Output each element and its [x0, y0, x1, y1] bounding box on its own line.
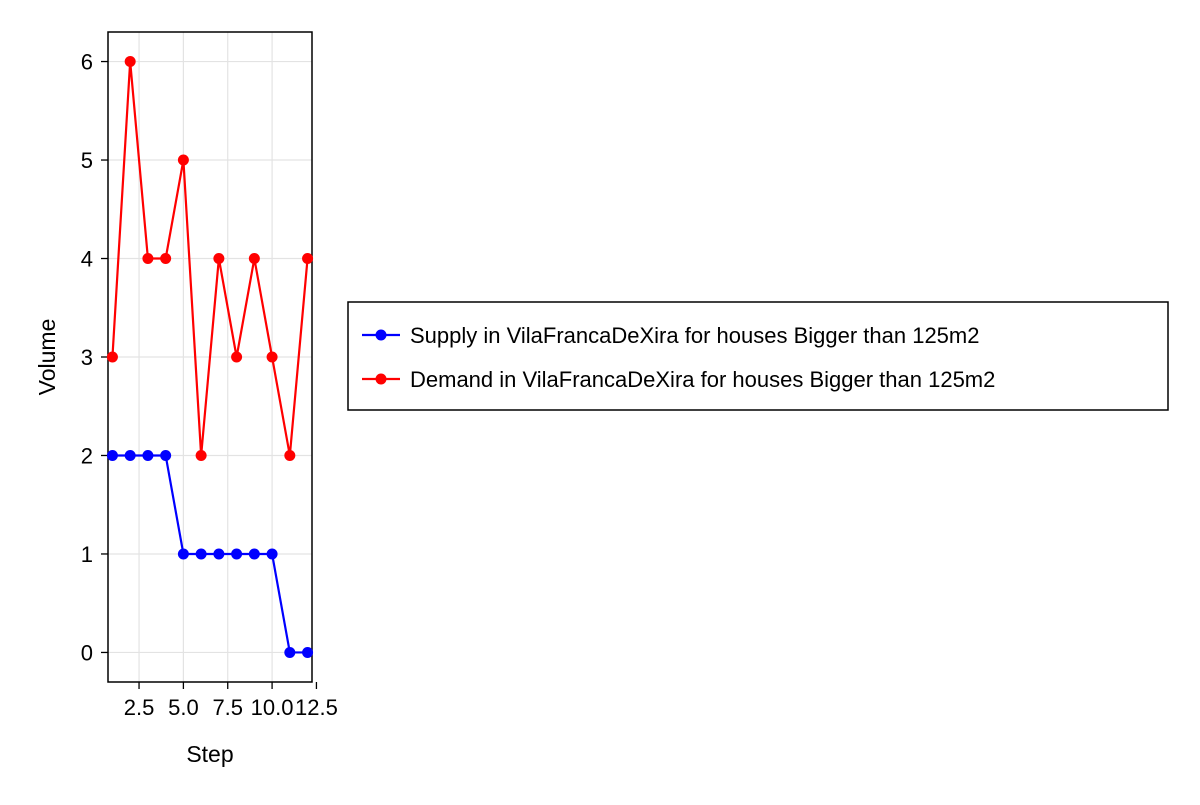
data-point	[213, 253, 225, 265]
legend-label: Demand in VilaFrancaDeXira for houses Bi…	[410, 367, 995, 392]
x-tick-label: 2.5	[124, 695, 155, 720]
legend-label: Supply in VilaFrancaDeXira for houses Bi…	[410, 323, 979, 348]
data-point	[213, 548, 225, 560]
data-point	[160, 449, 172, 461]
data-point	[177, 548, 189, 560]
data-point	[177, 154, 189, 166]
y-tick-label: 0	[81, 640, 93, 665]
data-point	[195, 449, 207, 461]
axes: 2.5 5.0 7.5 10.0 12.5 0 1 2 3 4 5 6	[81, 50, 338, 720]
series-demand	[106, 56, 314, 461]
y-tick-label: 1	[81, 542, 93, 567]
series-line	[111, 60, 309, 457]
legend-item: Demand in VilaFrancaDeXira for houses Bi…	[362, 367, 995, 392]
data-point	[284, 449, 296, 461]
data-point	[266, 351, 278, 363]
data-point	[248, 548, 260, 560]
data-point	[142, 449, 154, 461]
data-point	[106, 449, 118, 461]
data-point	[106, 351, 118, 363]
x-tick-label: 12.5	[295, 695, 338, 720]
series-layer	[106, 56, 314, 658]
data-point	[142, 253, 154, 265]
data-point	[248, 253, 260, 265]
data-point	[124, 449, 136, 461]
y-tick-label: 2	[81, 443, 93, 468]
data-point	[302, 253, 314, 265]
y-tick-label: 4	[81, 247, 93, 272]
legend-box	[347, 301, 1169, 411]
legend-swatch-marker	[375, 373, 387, 385]
legend: Supply in VilaFrancaDeXira for houses Bi…	[347, 301, 1169, 411]
y-tick-label: 3	[81, 345, 93, 370]
data-point	[231, 351, 243, 363]
legend-item: Supply in VilaFrancaDeXira for houses Bi…	[362, 323, 979, 348]
x-tick-label: 5.0	[168, 695, 199, 720]
data-point	[160, 253, 172, 265]
data-point	[195, 548, 207, 560]
x-axis-title: Step	[186, 741, 233, 767]
y-tick-label: 6	[81, 50, 93, 75]
data-point	[231, 548, 243, 560]
data-point	[284, 646, 296, 658]
legend-items: Supply in VilaFrancaDeXira for houses Bi…	[362, 323, 995, 392]
y-tick-label: 5	[81, 148, 93, 173]
x-tick-label: 7.5	[212, 695, 243, 720]
data-point	[124, 56, 136, 68]
series-supply	[106, 449, 314, 658]
x-tick-label: 10.0	[251, 695, 294, 720]
data-point	[266, 548, 278, 560]
y-axis-title: Volume	[34, 319, 60, 396]
data-point	[302, 646, 314, 658]
legend-swatch-marker	[375, 329, 387, 341]
